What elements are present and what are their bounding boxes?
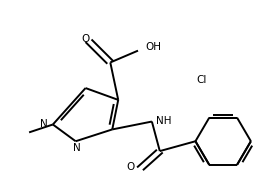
Text: N: N [73,143,81,153]
Text: O: O [81,34,90,44]
Text: Cl: Cl [196,75,207,85]
Text: N: N [40,119,48,129]
Text: OH: OH [145,42,161,52]
Text: O: O [126,162,134,172]
Text: NH: NH [156,116,171,126]
